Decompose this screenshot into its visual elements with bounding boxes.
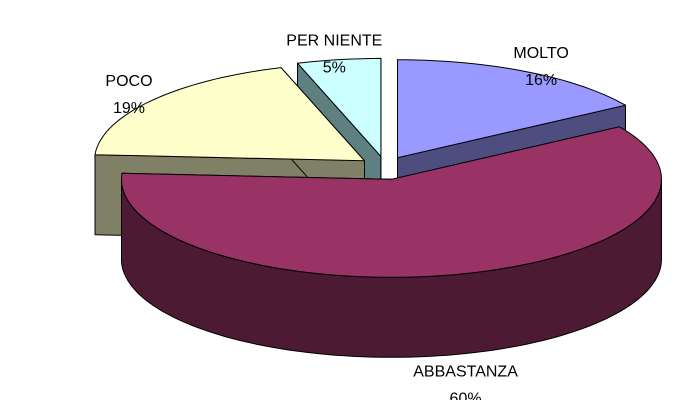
slice-top [397, 59, 626, 159]
data-label-value: 5% [323, 60, 346, 77]
pie-slice [121, 126, 662, 358]
data-label-value: 60% [450, 391, 482, 400]
data-label-category: POCO [105, 73, 152, 90]
slice-top [297, 57, 382, 157]
data-label-category: ABBASTANZA [413, 364, 518, 381]
data-label-value: 19% [113, 100, 145, 117]
data-label-category: MOLTO [513, 45, 568, 62]
data-label-category: PER NIENTE [286, 33, 382, 50]
data-label-value: 16% [525, 72, 557, 89]
slice-top [94, 67, 365, 162]
slice-top [121, 126, 662, 278]
